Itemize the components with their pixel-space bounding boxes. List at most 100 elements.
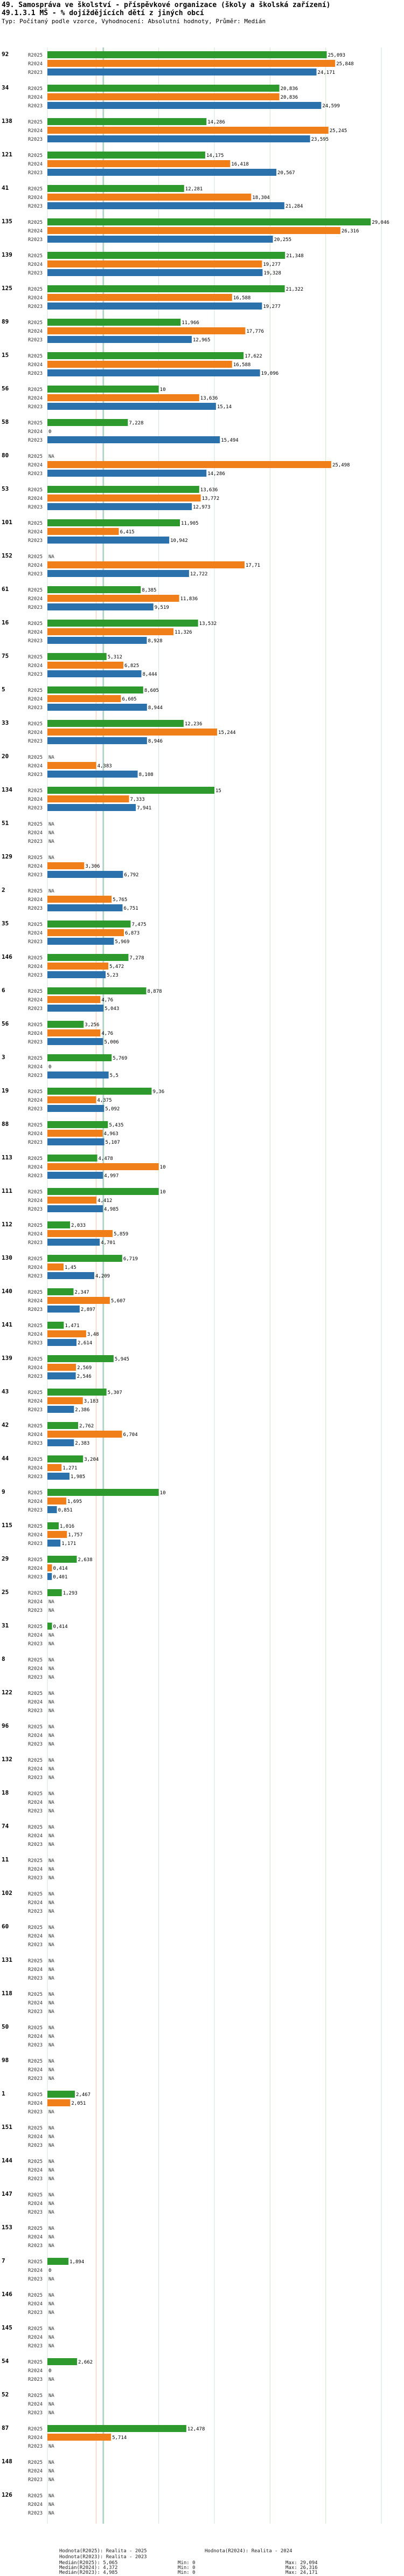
category-group: 7 R2025 1,894 R2024 0 R2023 NA bbox=[2, 2257, 84, 2282]
row-label: R2023 bbox=[28, 1073, 43, 1079]
category-label: 51 bbox=[2, 820, 9, 827]
category-group: 8 R2025 NA R2024 NA R2023 NA bbox=[2, 1655, 54, 1680]
row-label: R2023 bbox=[28, 1809, 43, 1814]
category-label: 129 bbox=[2, 853, 12, 860]
row-label: R2023 bbox=[28, 2377, 43, 2382]
bar-r2023 bbox=[47, 369, 260, 376]
bar-r2023 bbox=[47, 537, 170, 544]
bar-r2023 bbox=[47, 1138, 105, 1145]
category-group: 112 R2025 2,033 R2024 5,859 R2023 4,701 bbox=[2, 1221, 128, 1246]
median-r2023: Medián(R2023): 4,985 bbox=[59, 2570, 118, 2575]
category-group: 61 R2025 8,385 R2024 11,836 R2023 9,519 bbox=[2, 586, 198, 610]
category-group: 52 R2025 NA R2024 NA R2023 NA bbox=[2, 2391, 54, 2416]
category-label: 148 bbox=[2, 2458, 12, 2465]
max-r2023: Max: 24,171 bbox=[285, 2570, 318, 2575]
row-label: R2023 bbox=[28, 1842, 43, 1847]
bar-r2025 bbox=[47, 2258, 69, 2265]
category-label: 134 bbox=[2, 786, 12, 793]
data-label: 2,762 bbox=[79, 1424, 94, 1429]
max-r2025: Max: 29,094 bbox=[285, 2560, 318, 2566]
row-label: R2025 bbox=[28, 2393, 43, 2399]
data-label: 3,256 bbox=[85, 1022, 99, 1028]
row-label: R2025 bbox=[28, 2427, 43, 2432]
na-label: NA bbox=[48, 1876, 54, 1881]
na-label: NA bbox=[48, 1775, 54, 1781]
bar-r2025 bbox=[47, 1054, 112, 1061]
category-label: 56 bbox=[2, 1020, 9, 1027]
bar-r2023 bbox=[47, 135, 310, 142]
row-label: R2025 bbox=[28, 320, 43, 326]
category-group: 147 R2025 NA R2024 NA R2023 NA bbox=[2, 2190, 54, 2215]
row-label: R2024 bbox=[28, 1700, 43, 1705]
bar-r2023 bbox=[47, 871, 123, 878]
row-label: R2023 bbox=[28, 404, 43, 410]
category-group: 11 R2025 NA R2024 NA R2023 NA bbox=[2, 1856, 54, 1881]
data-label: 0 bbox=[48, 1064, 51, 1070]
bar-r2024 bbox=[47, 595, 179, 602]
bar-r2023 bbox=[47, 637, 147, 644]
na-label: NA bbox=[48, 2277, 54, 2282]
na-label: NA bbox=[48, 822, 54, 827]
row-label: R2024 bbox=[28, 2502, 43, 2508]
data-label: 5,765 bbox=[113, 897, 127, 903]
bar-r2025 bbox=[47, 319, 181, 326]
chart-subtitle: 49.1.3.1 MŠ - % dojíždějících dětí z jin… bbox=[2, 9, 204, 17]
na-label: NA bbox=[48, 2009, 54, 2015]
bar-r2025 bbox=[47, 954, 129, 961]
na-label: NA bbox=[48, 2410, 54, 2416]
data-label: 10 bbox=[160, 1165, 166, 1170]
data-label: 10 bbox=[160, 1190, 166, 1195]
row-label: R2025 bbox=[28, 2259, 43, 2265]
row-label: R2023 bbox=[28, 672, 43, 677]
bar-r2025 bbox=[47, 85, 280, 92]
bar-r2024 bbox=[47, 528, 119, 535]
bar-r2023 bbox=[47, 403, 216, 410]
row-label: R2023 bbox=[28, 2344, 43, 2349]
bar-r2024 bbox=[47, 963, 109, 970]
chart-description: Typ: Počítaný podle vzorce, Vyhodnocení:… bbox=[2, 18, 266, 25]
na-label: NA bbox=[48, 2059, 54, 2064]
bar-r2024 bbox=[47, 1330, 86, 1337]
category-group: 122 R2025 NA R2024 NA R2023 NA bbox=[2, 1689, 54, 1714]
row-label: R2024 bbox=[28, 530, 43, 535]
bar-r2023 bbox=[47, 771, 138, 778]
data-label: 4,997 bbox=[104, 1173, 119, 1179]
bar-r2024 bbox=[47, 929, 124, 936]
row-label: R2024 bbox=[28, 1867, 43, 1872]
category-label: 140 bbox=[2, 1288, 12, 1295]
row-label: R2025 bbox=[28, 2360, 43, 2365]
data-label: 16,418 bbox=[231, 162, 249, 167]
row-label: R2025 bbox=[28, 2226, 43, 2231]
row-label: R2024 bbox=[28, 396, 43, 401]
data-label: 2,897 bbox=[81, 1307, 95, 1313]
bar-r2025 bbox=[47, 686, 143, 693]
bar-r2024 bbox=[47, 1497, 67, 1505]
data-label: 4,76 bbox=[101, 1031, 113, 1036]
row-label: R2024 bbox=[28, 2201, 43, 2207]
row-label: R2023 bbox=[28, 873, 43, 878]
row-label: R2023 bbox=[28, 1173, 43, 1179]
data-label: 19,096 bbox=[261, 371, 279, 376]
row-label: R2024 bbox=[28, 864, 43, 869]
row-label: R2023 bbox=[28, 1407, 43, 1413]
row-label: R2023 bbox=[28, 170, 43, 176]
row-label: R2023 bbox=[28, 1742, 43, 1747]
chart-legend: Hodnota(R2025): Realita - 2025 Hodnota(R… bbox=[0, 2544, 404, 2575]
row-label: R2024 bbox=[28, 1466, 43, 1471]
row-label: R2024 bbox=[28, 596, 43, 602]
bar-r2024 bbox=[47, 996, 101, 1003]
row-label: R2023 bbox=[28, 1608, 43, 1613]
row-label: R2023 bbox=[28, 806, 43, 811]
bar-r2024 bbox=[47, 561, 245, 568]
category-label: 8 bbox=[2, 1655, 5, 1663]
category-group: 126 R2025 NA R2024 NA R2023 NA bbox=[2, 2491, 54, 2516]
page-title: 49. Samospráva ve školství - příspěvkové… bbox=[2, 1, 331, 9]
data-label: 3,204 bbox=[84, 1457, 99, 1462]
row-label: R2024 bbox=[28, 1232, 43, 1237]
row-label: R2024 bbox=[28, 1733, 43, 1739]
na-label: NA bbox=[48, 1658, 54, 1663]
row-label: R2023 bbox=[28, 1307, 43, 1313]
na-label: NA bbox=[48, 1800, 54, 1805]
data-label: 17,776 bbox=[246, 329, 264, 334]
row-label: R2023 bbox=[28, 237, 43, 243]
